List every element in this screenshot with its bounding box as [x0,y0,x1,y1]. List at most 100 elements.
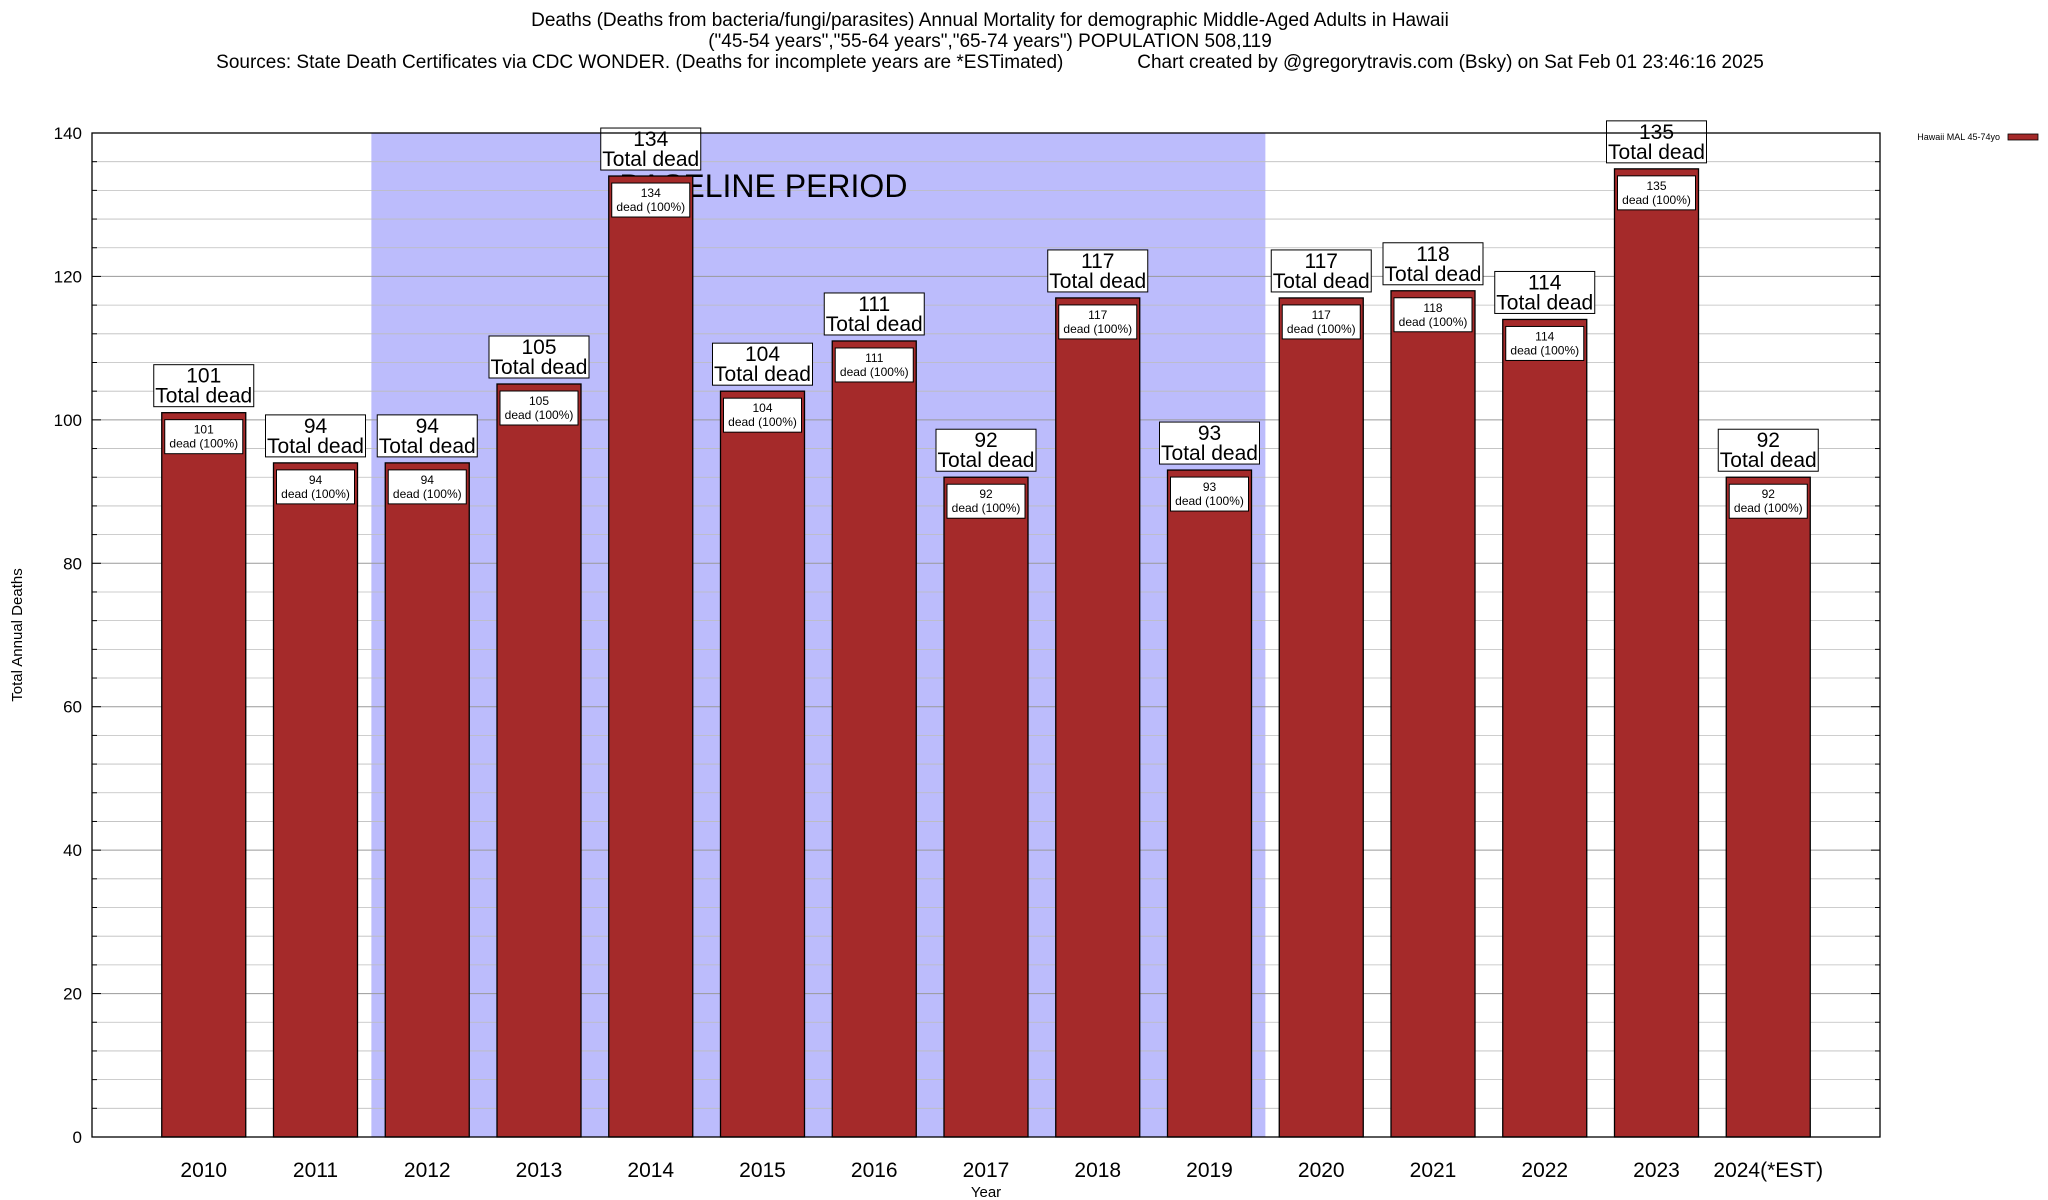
chart-title-line-3: Sources: State Death Certificates via CD… [216,52,1764,73]
bar-total-label-box [265,414,366,458]
bar [1055,297,1141,1138]
bar-total-value: 134 [633,128,668,151]
bar-total-label-box [1047,249,1149,293]
legend-swatch [2007,133,2039,141]
bar-inner-label-box [1617,175,1696,211]
bar-total-value: 92 [974,429,997,452]
bar-inner-value: 104 [752,401,772,415]
bar-inner-label-box [276,469,355,505]
bar-inner-label: dead (100%) [1622,193,1691,207]
bar [496,383,582,1138]
x-tick-label: 2014 [627,1159,674,1182]
chart-title-line-1: Deaths (Deaths from bacteria/fungi/paras… [531,10,1449,31]
x-tick-label: 2010 [180,1159,227,1182]
bar-inner-label-box [834,347,914,383]
bar-inner-value: 101 [194,423,214,437]
bar-inner-label: dead (100%) [1063,322,1132,336]
y-tick-label: 0 [73,1128,82,1147]
bar [1613,168,1700,1138]
bar-total-value: 94 [416,415,440,438]
bar [1390,290,1476,1138]
x-tick-label: 2019 [1186,1159,1233,1182]
bar-inner-label-box [1058,304,1138,340]
bar-inner-label-box [164,419,244,455]
bar-total-label-box [1606,120,1707,164]
bar-total-value: 104 [745,343,780,366]
bar-inner-label: dead (100%) [281,487,350,501]
chart-title-line-2: ("45-54 years","55-64 years","65-74 year… [708,31,1272,52]
x-tick-label: 2020 [1298,1159,1345,1182]
bar [272,462,359,1138]
bar-inner-label-box [1728,483,1808,519]
bar [608,175,694,1138]
bar-inner-label: dead (100%) [505,408,574,422]
x-tick-label: 2016 [851,1159,898,1182]
bar-total-label: Total dead [379,435,476,458]
bar-inner-label-box [723,397,802,433]
bar-total-value: 105 [521,336,556,359]
x-tick-label: 2023 [1633,1159,1680,1182]
y-tick-label: 120 [54,267,82,286]
y-axis-label: Total Annual Deaths [9,568,26,701]
x-tick-label: 2018 [1074,1159,1121,1182]
x-tick-label: 2012 [404,1159,451,1182]
legend-label: Hawaii MAL 45-74yo [1917,132,2000,142]
x-tick-label: 2017 [963,1159,1010,1182]
bar-total-label: Total dead [1608,141,1705,164]
bar-total-label: Total dead [714,363,811,386]
bar-inner-value: 92 [979,487,993,501]
bar-inner-label-box [499,390,579,426]
bar-inner-label: dead (100%) [393,487,462,501]
bar-inner-label-box [1393,297,1473,333]
x-tick-label: 2024(*EST) [1713,1159,1823,1182]
y-tick-label: 80 [63,554,82,573]
bar [1166,469,1253,1138]
bar-total-label: Total dead [1049,270,1146,293]
bar-inner-label: dead (100%) [169,437,238,451]
bar-total-label: Total dead [602,148,699,171]
plot-frame [91,132,1881,1138]
bar-inner-value: 94 [421,473,435,487]
bar-total-label-box [1382,242,1484,286]
bar-total-label-box [1159,421,1260,465]
bar-inner-label: dead (100%) [1734,501,1803,515]
bar-total-label-box [153,364,255,408]
chart-title: Deaths (Deaths from bacteria/fungi/paras… [0,10,1980,73]
bar-inner-value: 93 [1203,480,1217,494]
bar-total-value: 101 [186,365,221,388]
bar-inner-value: 117 [1312,308,1331,322]
y-tick-label: 20 [63,985,82,1004]
bar-inner-value: 117 [1088,308,1107,322]
bar-total-label: Total dead [491,356,588,379]
bar-total-value: 92 [1757,429,1780,452]
y-tick-label: 40 [63,841,82,860]
y-tick-label: 100 [54,411,82,430]
bar-total-label-box [935,428,1037,472]
y-tick-label: 140 [54,124,82,143]
bar-total-value: 117 [1305,250,1338,273]
bar-total-label: Total dead [1720,449,1817,472]
bar-total-label-box [1270,249,1372,293]
bar [831,340,917,1138]
bar-total-label: Total dead [938,449,1035,472]
bar-total-value: 117 [1081,250,1114,273]
x-tick-label: 2015 [739,1159,786,1182]
y-tick-label: 60 [63,698,82,717]
bar [943,476,1029,1138]
bar-inner-value: 92 [1762,487,1776,501]
bar-inner-value: 105 [529,394,549,408]
bar-total-value: 93 [1198,422,1221,445]
bar-inner-label-box [1281,304,1361,340]
bar [1278,297,1364,1138]
bar-inner-value: 118 [1423,301,1442,315]
bar [384,462,470,1138]
x-tick-label: 2022 [1521,1159,1568,1182]
bar-total-value: 94 [304,415,328,438]
bar-total-label-box [1717,428,1819,472]
bar-inner-label-box [611,182,691,218]
bar-total-label: Total dead [155,385,252,408]
bar [1502,318,1588,1138]
bar [161,412,247,1138]
bar-total-label-box [823,292,925,336]
